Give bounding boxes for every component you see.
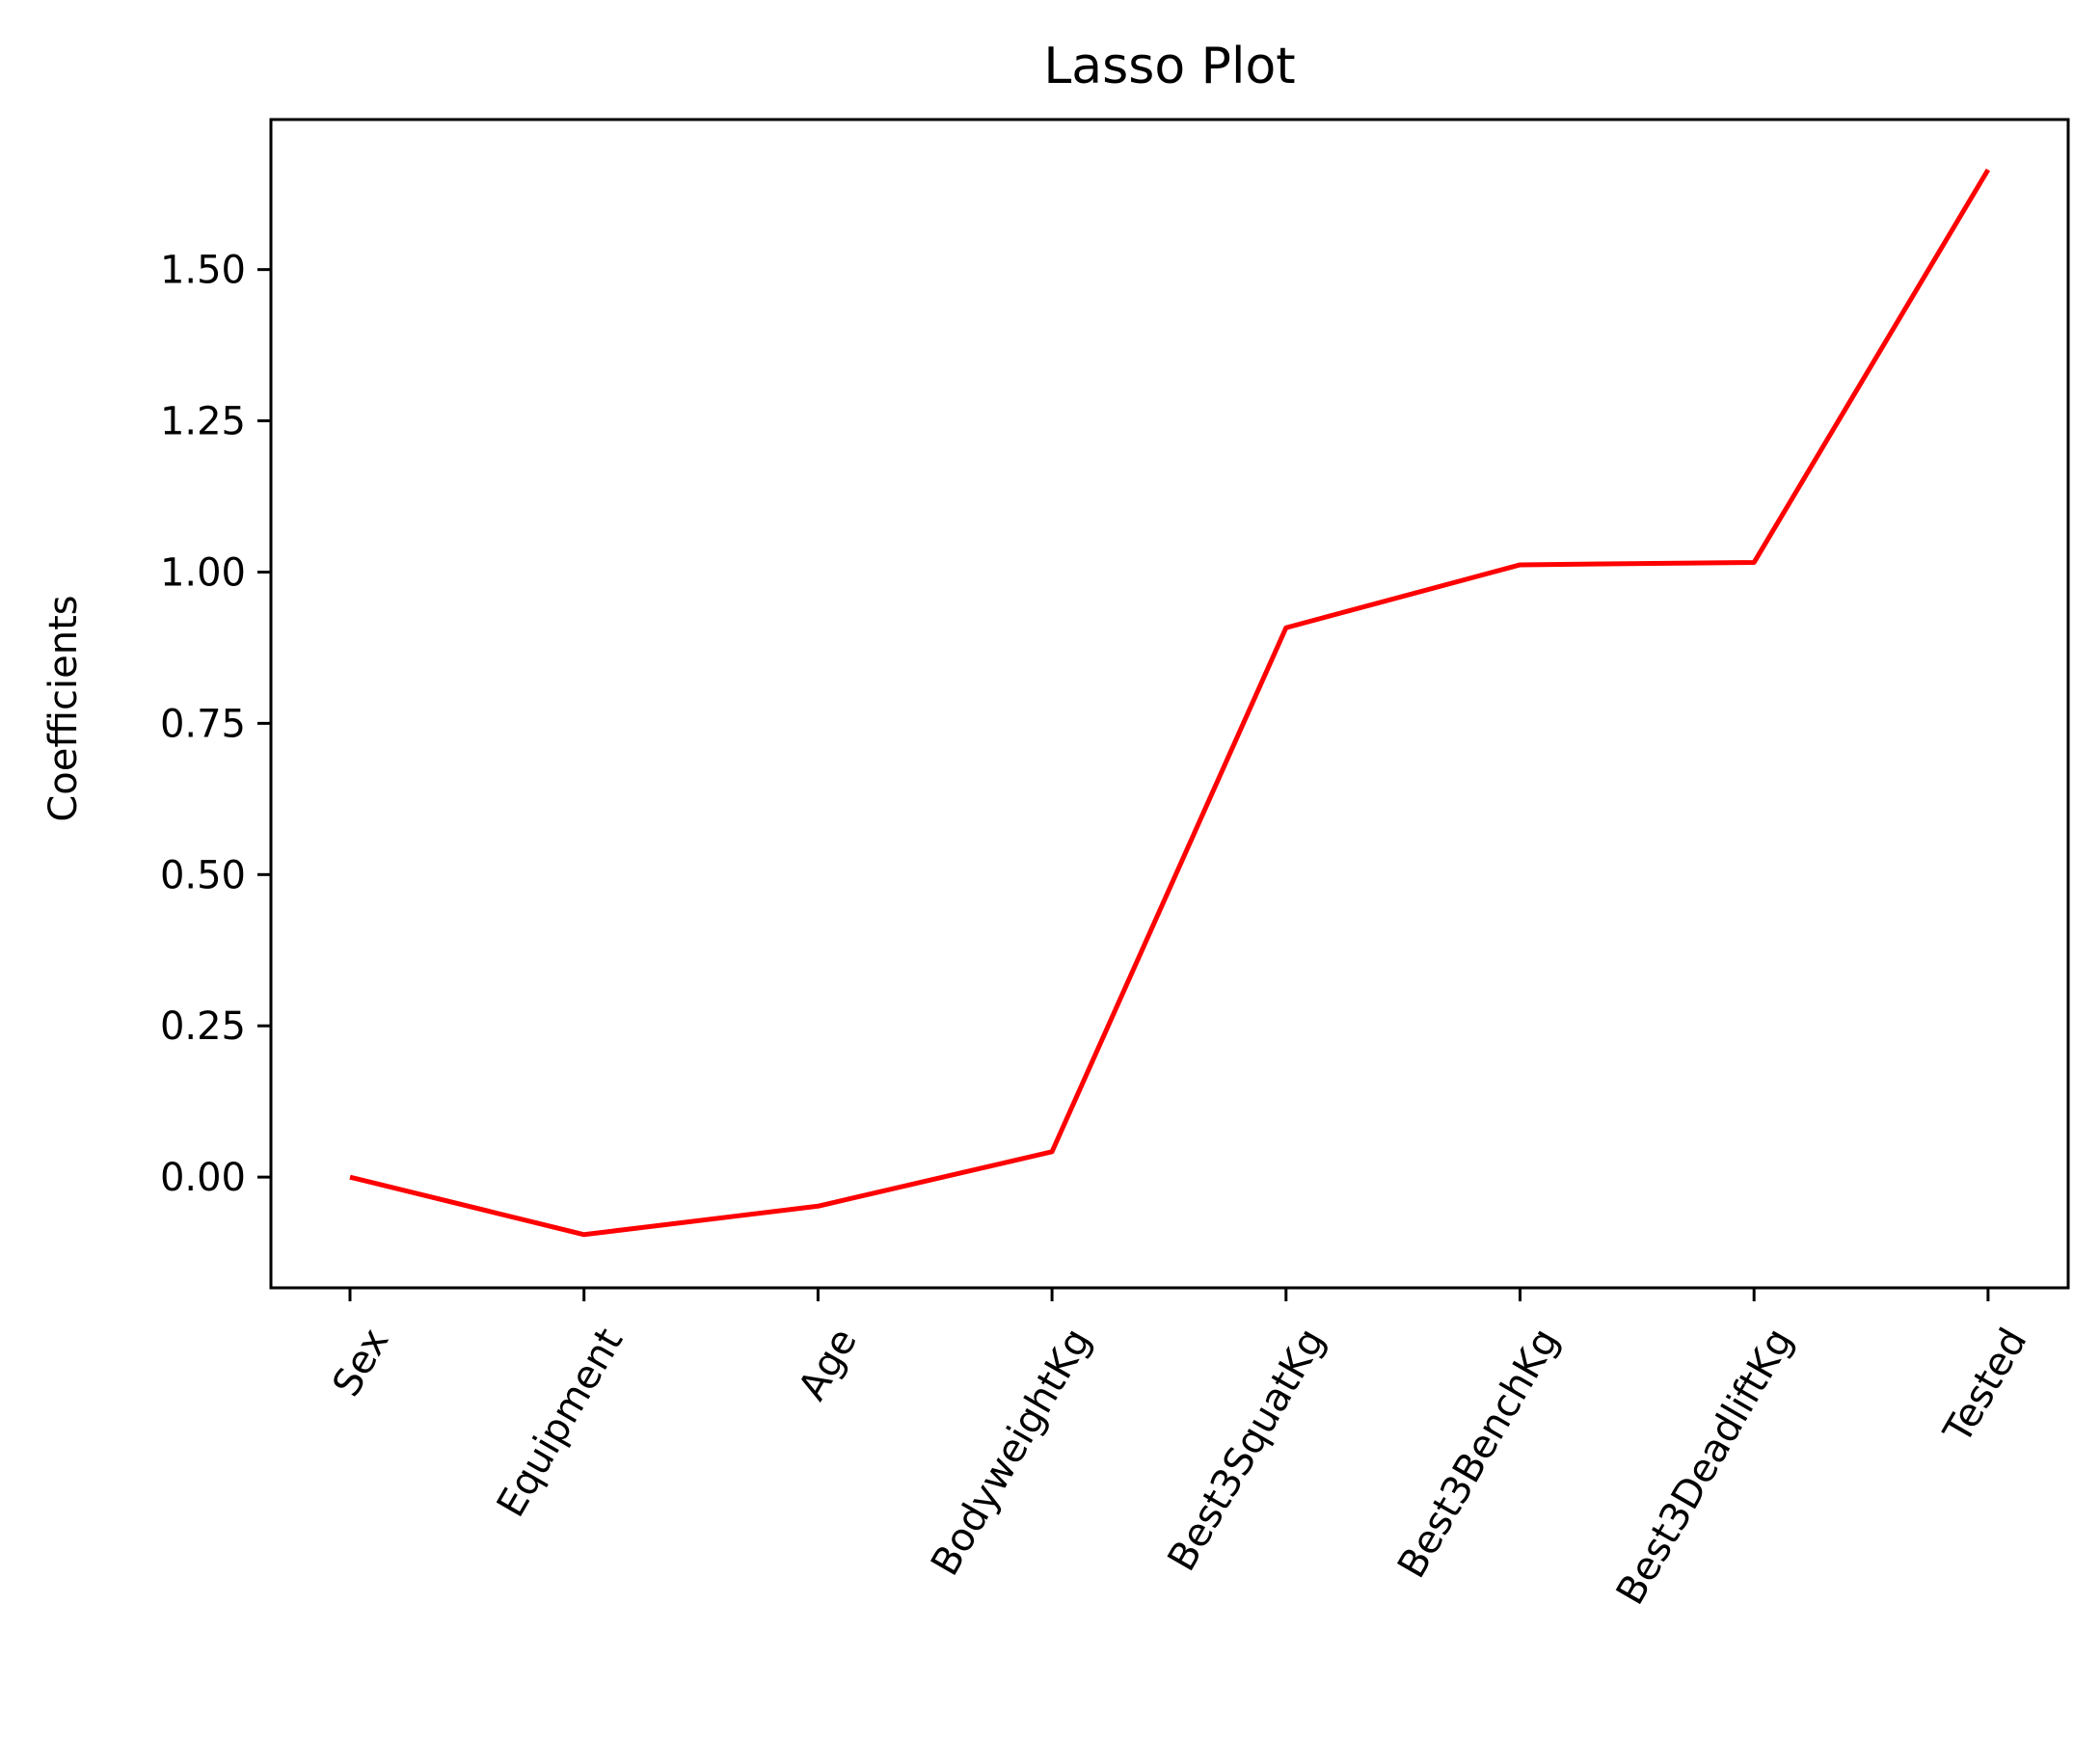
y-tick-label: 1.25: [160, 400, 246, 444]
y-axis-label: Coefficients: [41, 595, 86, 821]
x-tick-label: Equipment: [489, 1321, 632, 1524]
x-tick-label: Age: [790, 1321, 866, 1407]
y-tick-label: 0.50: [160, 853, 246, 897]
x-tick-label: Sex: [324, 1321, 397, 1403]
series-line: [349, 168, 1991, 1238]
x-tick-label: Best3BenchKg: [1389, 1321, 1568, 1585]
chart-title: Lasso Plot: [1043, 38, 1295, 95]
y-tick-label: 0.25: [160, 1004, 246, 1049]
plot-frame: [269, 118, 2070, 1290]
x-tick-label: Best3DeadliftKg: [1608, 1321, 1802, 1612]
y-tick-label: 0.75: [160, 702, 246, 746]
y-tick-label: 1.50: [160, 249, 246, 293]
x-tick-label: BodyweightKg: [923, 1321, 1100, 1583]
y-tick-label: 0.00: [160, 1156, 246, 1200]
plot-area: 0.00 0.25 0.50 0.75 1.00 1.25 1.50 Sex Equipment…: [160, 118, 2070, 1612]
y-tick-label: 1.00: [160, 550, 246, 595]
x-tick-label: Tested: [1935, 1321, 2036, 1451]
x-tick-label: Best3SquatKg: [1160, 1321, 1334, 1578]
